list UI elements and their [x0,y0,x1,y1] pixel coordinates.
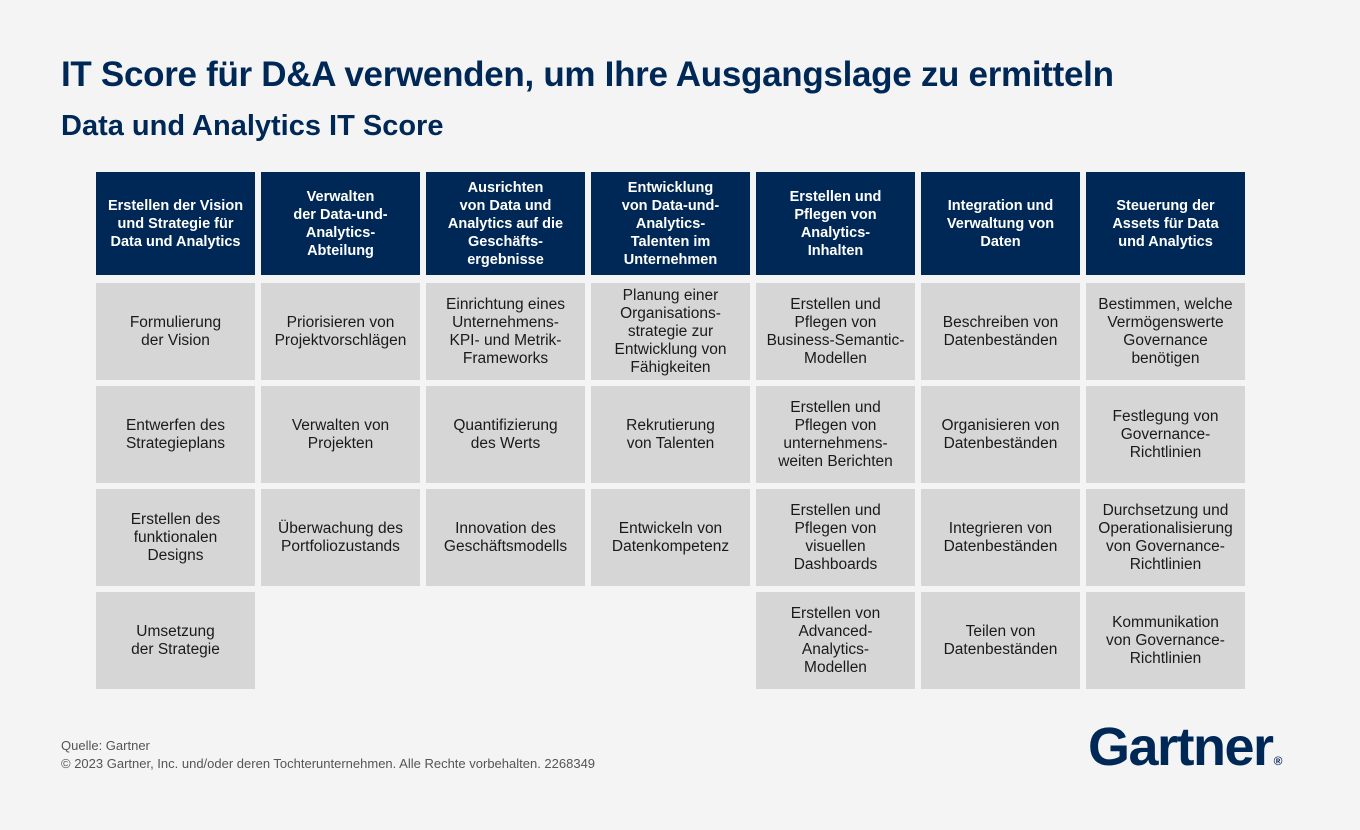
column-analytics-content: Erstellen und Pflegen von Analytics- Inh… [756,172,915,689]
score-cell: Erstellen und Pflegen von unternehmens- … [756,386,915,483]
score-cell: Einrichtung eines Unternehmens- KPI- und… [426,283,585,380]
score-cell: Formulierung der Vision [96,283,255,380]
column-header: Ausrichten von Data und Analytics auf di… [426,172,585,275]
page-title: IT Score für D&A verwenden, um Ihre Ausg… [61,55,1114,94]
score-cell: Festlegung von Governance- Richtlinien [1086,386,1245,483]
score-cell: Durchsetzung und Operationalisierung von… [1086,489,1245,586]
score-cell: Entwerfen des Strategieplans [96,386,255,483]
score-cell: Kommunikation von Governance- Richtlinie… [1086,592,1245,689]
score-cell: Beschreiben von Datenbeständen [921,283,1080,380]
score-cell: Bestimmen, welche Vermögenswerte Governa… [1086,283,1245,380]
score-cell: Verwalten von Projekten [261,386,420,483]
score-cell: Erstellen und Pflegen von Business-Seman… [756,283,915,380]
column-manage-department: Verwalten der Data-und- Analytics- Abtei… [261,172,420,689]
page-subtitle: Data und Analytics IT Score [61,110,444,142]
logo-text: Gartner [1088,717,1274,777]
registered-mark: ® [1273,754,1283,768]
column-asset-governance: Steuerung der Assets für Data und Analyt… [1086,172,1245,689]
score-cell: Rekrutierung von Talenten [591,386,750,483]
score-cell: Organisieren von Datenbeständen [921,386,1080,483]
score-cell: Teilen von Datenbeständen [921,592,1080,689]
column-header: Entwicklung von Data-und- Analytics- Tal… [591,172,750,275]
source-note: Quelle: Gartner [61,738,150,753]
column-header: Integration und Verwaltung von Daten [921,172,1080,275]
column-talent-development: Entwicklung von Data-und- Analytics- Tal… [591,172,750,689]
column-vision-strategy: Erstellen der Vision und Strategie für D… [96,172,255,689]
score-cell: Quantifizierung des Werts [426,386,585,483]
column-header: Steuerung der Assets für Data und Analyt… [1086,172,1245,275]
score-cell: Innovation des Geschäftsmodells [426,489,585,586]
column-header: Verwalten der Data-und- Analytics- Abtei… [261,172,420,275]
score-cell: Planung einer Organisations- strategie z… [591,283,750,380]
copyright-note: © 2023 Gartner, Inc. und/oder deren Toch… [61,756,596,771]
score-cell: Integrieren von Datenbeständen [921,489,1080,586]
column-business-outcomes: Ausrichten von Data und Analytics auf di… [426,172,585,689]
column-data-integration: Integration und Verwaltung von Daten Bes… [921,172,1080,689]
column-header: Erstellen und Pflegen von Analytics- Inh… [756,172,915,275]
score-cell: Priorisieren von Projektvorschlägen [261,283,420,380]
score-cell: Umsetzung der Strategie [96,592,255,689]
it-score-grid: Erstellen der Vision und Strategie für D… [96,172,1245,689]
score-cell: Erstellen des funktionalen Designs [96,489,255,586]
column-header: Erstellen der Vision und Strategie für D… [96,172,255,275]
score-cell: Überwachung des Portfoliozustands [261,489,420,586]
score-cell: Erstellen von Advanced- Analytics- Model… [756,592,915,689]
gartner-logo: Gartner® [1088,716,1282,778]
footer: Quelle: Gartner © 2023 Gartner, Inc. und… [61,737,595,773]
score-cell: Erstellen und Pflegen von visuellen Dash… [756,489,915,586]
score-cell: Entwickeln von Datenkompetenz [591,489,750,586]
